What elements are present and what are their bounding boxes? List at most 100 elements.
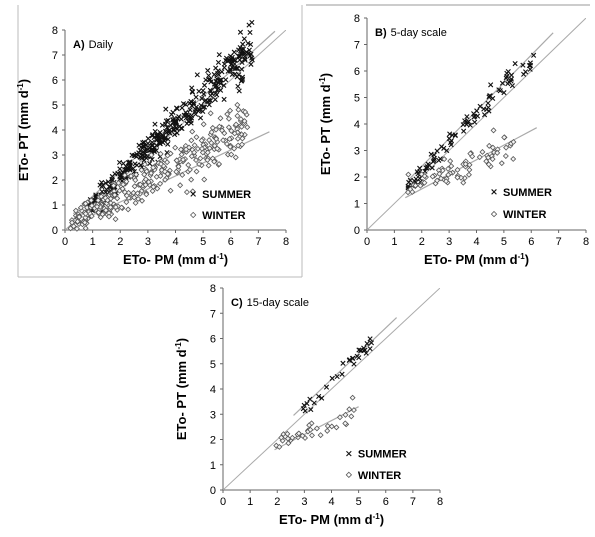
data-point-winter xyxy=(491,149,497,156)
data-point-summer xyxy=(206,72,212,79)
x-tick-label: 6 xyxy=(383,496,389,508)
data-point-winter xyxy=(216,161,223,167)
data-point-summer xyxy=(499,80,506,86)
x-tick-label: 7 xyxy=(556,236,562,248)
data-point-winter xyxy=(81,219,88,226)
data-point-winter xyxy=(173,157,180,164)
data-point-winter xyxy=(200,121,207,128)
data-point-summer xyxy=(215,85,222,92)
data-point-summer xyxy=(232,65,238,72)
data-point-winter xyxy=(502,153,509,159)
data-point-summer xyxy=(201,82,208,88)
data-point-summer xyxy=(504,70,510,76)
chart-panel-c: 0 1 2 3 4 5 6 7 8 0 1 2 3 4 5 6 7 8 C) 15-day scale SUMMER WI… xyxy=(174,283,443,527)
data-point-summer xyxy=(125,160,131,166)
x-tick-label: 1 xyxy=(391,236,397,248)
data-point-winter xyxy=(342,420,349,427)
data-point-winter xyxy=(454,174,461,181)
data-point-summer xyxy=(234,74,240,80)
data-point-winter xyxy=(208,129,215,136)
x-tick-label: 3 xyxy=(145,236,151,248)
data-point-winter xyxy=(208,139,215,146)
x-tick-label: 0 xyxy=(364,236,370,248)
data-point-summer xyxy=(347,357,353,363)
data-point-winter xyxy=(193,157,199,164)
data-point-summer xyxy=(205,67,211,74)
data-point-summer xyxy=(311,400,317,406)
data-point-winter xyxy=(346,406,353,413)
data-point-winter xyxy=(445,165,452,172)
data-point-summer xyxy=(152,121,158,127)
data-point-winter xyxy=(114,195,121,202)
data-point-summer xyxy=(99,179,105,186)
data-point-summer xyxy=(214,92,220,98)
data-point-winter xyxy=(97,214,104,221)
y-tick-label: 3 xyxy=(210,409,216,421)
data-point-winter xyxy=(231,130,238,137)
data-point-summer xyxy=(159,122,166,128)
data-point-winter xyxy=(447,158,454,165)
data-point-summer xyxy=(181,112,187,118)
x-tick-label: 5 xyxy=(200,236,206,248)
data-point-summer xyxy=(229,54,235,60)
data-point-summer xyxy=(339,371,345,377)
data-point-summer xyxy=(221,96,227,102)
data-point-winter xyxy=(110,182,117,189)
data-point-winter xyxy=(417,182,424,189)
y-tick-label: 0 xyxy=(52,225,58,237)
data-point-summer xyxy=(501,90,507,96)
data-point-summer xyxy=(137,147,143,154)
data-point-winter xyxy=(141,161,148,168)
data-point-summer xyxy=(249,57,255,63)
data-point-winter xyxy=(121,189,128,196)
data-point-summer xyxy=(157,141,163,147)
y-tick-label: 7 xyxy=(52,50,58,62)
data-point-winter xyxy=(239,141,245,148)
y-tick-label: 4 xyxy=(210,384,216,396)
data-point-winter xyxy=(227,143,234,150)
data-point-summer xyxy=(207,87,213,93)
data-point-summer xyxy=(472,119,478,125)
data-point-summer xyxy=(464,114,470,120)
data-point-winter xyxy=(244,124,251,131)
data-point-summer xyxy=(219,69,225,75)
data-point-summer xyxy=(120,160,126,167)
data-point-winter xyxy=(276,443,283,450)
data-point-winter xyxy=(201,176,208,183)
data-point-winter xyxy=(207,110,214,117)
data-point-summer xyxy=(162,128,169,134)
data-point-summer xyxy=(196,106,202,112)
data-point-winter xyxy=(161,168,168,175)
data-point-winter xyxy=(142,176,149,183)
data-point-summer xyxy=(196,88,202,94)
data-point-winter xyxy=(69,219,76,226)
y-tick-label: 8 xyxy=(354,13,360,25)
data-point-winter xyxy=(510,138,517,145)
data-point-winter xyxy=(104,197,111,204)
data-point-summer xyxy=(177,123,183,129)
data-point-winter xyxy=(70,223,77,230)
data-point-winter xyxy=(142,181,149,188)
x-tick-label: 1 xyxy=(90,236,96,248)
data-point-winter xyxy=(342,411,349,418)
data-point-summer xyxy=(247,53,253,59)
y-tick-label: 5 xyxy=(52,100,58,112)
data-point-summer xyxy=(431,157,437,163)
data-point-winter xyxy=(67,225,74,232)
data-point-winter xyxy=(88,197,95,204)
y-tick-label: 7 xyxy=(210,308,216,320)
data-point-summer xyxy=(173,105,180,111)
data-point-summer xyxy=(216,52,222,58)
data-point-winter xyxy=(483,158,490,165)
data-point-summer xyxy=(237,29,244,35)
data-point-winter xyxy=(485,154,492,161)
x-tick-label: 0 xyxy=(62,236,68,248)
data-point-winter xyxy=(139,197,146,204)
y-tick-label: 1 xyxy=(52,200,58,212)
data-point-winter xyxy=(337,414,343,421)
legend-marker-winter xyxy=(490,210,498,218)
data-point-winter xyxy=(157,173,164,179)
data-point-summer xyxy=(242,57,248,63)
data-point-winter xyxy=(350,407,357,414)
data-point-winter xyxy=(454,166,461,173)
